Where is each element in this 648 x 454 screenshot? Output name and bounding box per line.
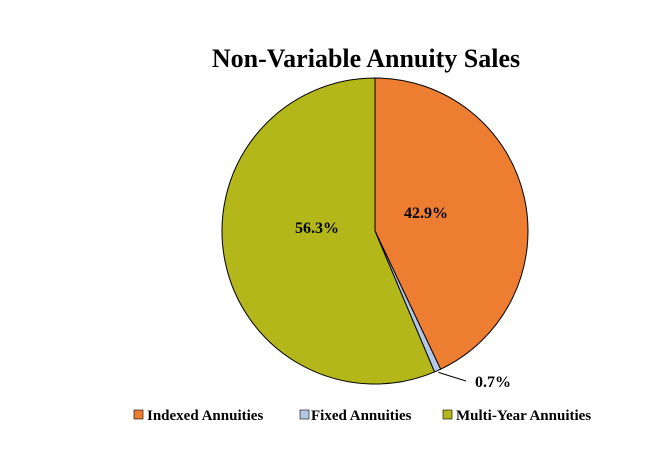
data-label: 56.3% <box>295 220 339 237</box>
data-label: 0.7% <box>475 374 511 391</box>
chart-title: Non-Variable Annuity Sales <box>212 44 520 73</box>
legend-swatch <box>133 409 144 420</box>
legend-swatch <box>299 409 310 420</box>
legend-swatch <box>442 409 453 420</box>
legend: Indexed Annuities Fixed Annuities Multi-Ye… <box>133 408 591 424</box>
legend-label: Multi-Year Annuities <box>456 408 591 424</box>
data-labels: 42.9% 0.7% 56.3% <box>295 205 511 391</box>
legend-label: Indexed Annuities <box>147 408 263 424</box>
leader-line <box>438 371 467 382</box>
pie-slice-multi-year-annuities <box>221 77 435 385</box>
legend-label: Fixed Annuities <box>311 408 412 424</box>
data-label: 42.9% <box>404 205 448 222</box>
pie-slice-indexed-annuities <box>374 77 529 370</box>
pie-slices <box>221 77 529 385</box>
